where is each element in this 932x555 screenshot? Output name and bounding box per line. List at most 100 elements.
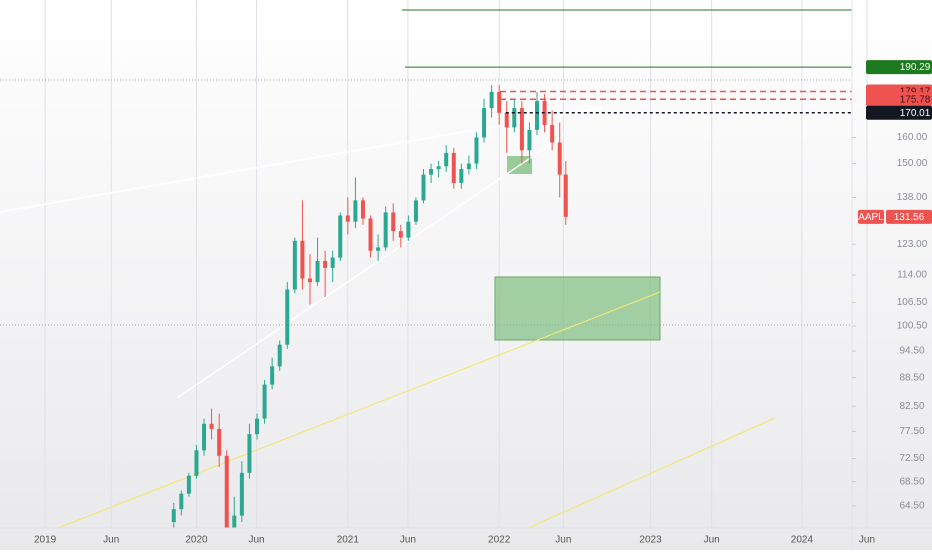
candle-body xyxy=(376,247,381,251)
x-tick-label: Jun xyxy=(103,535,119,546)
candle-body xyxy=(224,455,229,528)
candle-body xyxy=(451,152,456,183)
candle-body xyxy=(353,200,358,222)
symbol-tag xyxy=(858,209,884,224)
candle-body xyxy=(512,108,517,128)
y-tick-label: 100.50 xyxy=(897,321,928,332)
trend-line xyxy=(527,417,776,528)
price-tag xyxy=(866,92,932,107)
candle-body xyxy=(406,221,411,238)
price-tag-label: 170.01 xyxy=(900,108,931,119)
y-tick-label: 94.50 xyxy=(899,346,924,357)
candle-body xyxy=(285,289,290,345)
x-tick-label: Jun xyxy=(555,535,571,546)
x-tick-label: Jun xyxy=(248,535,264,546)
candle-body xyxy=(504,112,509,128)
candle-body xyxy=(186,475,191,494)
zone-rect xyxy=(494,276,661,341)
candle-body xyxy=(277,344,282,367)
x-tick-label: 2022 xyxy=(488,535,511,546)
candle-body xyxy=(563,174,568,217)
candle-body xyxy=(436,166,441,170)
candle-body xyxy=(557,142,562,175)
y-tick-label: 64.50 xyxy=(899,501,924,512)
price-tag-label: 190.29 xyxy=(900,62,931,73)
candle-body xyxy=(550,124,555,143)
x-tick-label: 2023 xyxy=(639,535,662,546)
candle-body xyxy=(315,260,320,283)
candle-body xyxy=(330,257,335,268)
y-tick-label: 123.00 xyxy=(897,239,928,250)
candle-body xyxy=(482,108,487,138)
candle-body xyxy=(345,215,350,222)
candles xyxy=(171,85,568,528)
y-tick-label: 106.50 xyxy=(897,297,928,308)
last-price-tag xyxy=(886,209,932,224)
trend-line xyxy=(0,107,603,213)
candle-body xyxy=(262,384,267,419)
candle-body xyxy=(179,493,184,510)
y-tick-label: 138.00 xyxy=(897,192,928,203)
x-tick-label: Jun xyxy=(859,535,875,546)
y-tick-label: 68.50 xyxy=(899,476,924,487)
x-tick-label: 2019 xyxy=(34,535,57,546)
candle-body xyxy=(466,163,471,170)
candle-body xyxy=(217,428,222,456)
candle-body xyxy=(323,260,328,268)
candle-body xyxy=(444,152,449,167)
y-tick-label: 160.00 xyxy=(897,132,928,143)
candle-body xyxy=(232,515,237,528)
y-tick-label: 82.50 xyxy=(899,401,924,412)
price-tag-label: 175.78 xyxy=(900,94,931,105)
candle-body xyxy=(247,434,252,473)
y-tick-label: 77.50 xyxy=(899,426,924,437)
y-tick-label: 72.50 xyxy=(899,453,924,464)
candle-body xyxy=(255,418,260,435)
drawings xyxy=(0,9,852,528)
candle-body xyxy=(429,169,434,175)
x-tick-label: 2024 xyxy=(791,535,814,546)
candle-body xyxy=(497,91,502,113)
y-tick-label: 88.50 xyxy=(899,372,924,383)
price-tag xyxy=(866,105,932,120)
y-tick-label: 150.00 xyxy=(897,158,928,169)
candle-body xyxy=(194,450,199,476)
candle-body xyxy=(391,212,396,232)
candle-body xyxy=(292,240,297,290)
candle-body xyxy=(489,91,494,109)
candle-body xyxy=(519,108,524,151)
candle-body xyxy=(527,129,532,151)
symbol-label: AAPL xyxy=(858,212,884,223)
last-price-label: 131.56 xyxy=(894,212,925,223)
candle-body xyxy=(421,174,426,201)
x-tick-label: 2021 xyxy=(337,535,360,546)
candle-body xyxy=(413,200,418,222)
candle-body xyxy=(239,472,244,516)
candle-body xyxy=(398,231,403,238)
candle-body xyxy=(171,509,176,523)
candle-body xyxy=(209,423,214,429)
candle-body xyxy=(307,278,312,283)
candle-body xyxy=(535,101,540,130)
y-tick-label: 114.00 xyxy=(897,270,927,281)
x-tick-label: 2020 xyxy=(185,535,208,546)
candle-body xyxy=(383,212,388,248)
price-tag-label: 179.17 xyxy=(900,87,931,98)
candle-body xyxy=(459,169,464,183)
candle-body xyxy=(270,366,275,385)
x-tick-label: Jun xyxy=(400,535,416,546)
x-tick-label: Jun xyxy=(704,535,720,546)
price-tag xyxy=(866,60,932,75)
trend-line xyxy=(176,130,571,399)
candle-body xyxy=(360,200,365,219)
candle-body xyxy=(368,218,373,251)
candle-body xyxy=(300,240,305,279)
candle-body xyxy=(338,215,343,258)
candle-body xyxy=(474,137,479,164)
candle-body xyxy=(202,423,207,451)
trend-line xyxy=(57,291,661,528)
